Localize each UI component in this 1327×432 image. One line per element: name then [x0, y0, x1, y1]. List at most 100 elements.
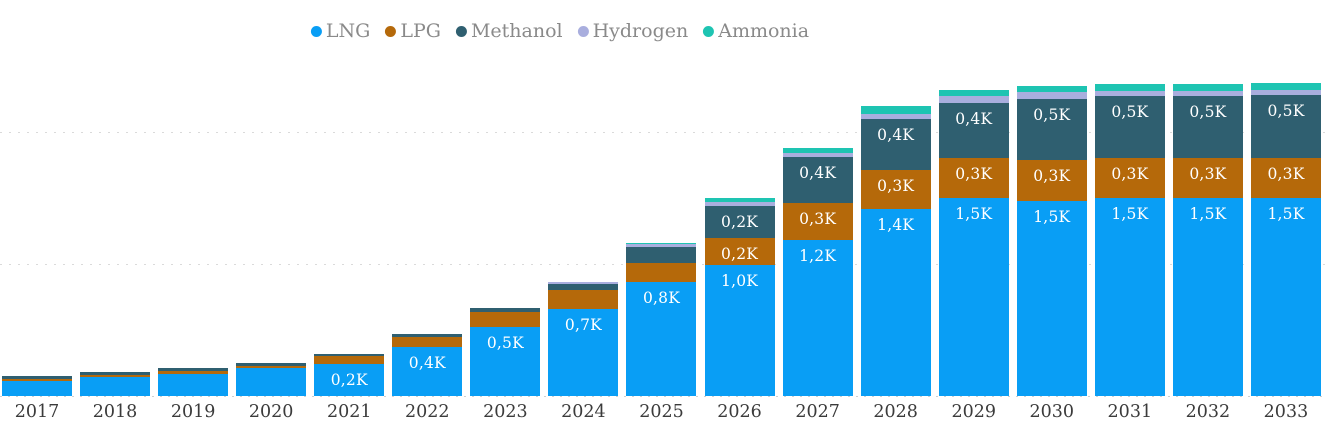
segment-lpg[interactable]: [314, 356, 385, 365]
segment-lng[interactable]: 1,5K: [1094, 197, 1165, 396]
segment-lpg[interactable]: [80, 374, 151, 378]
legend-item-ammonia[interactable]: Ammonia: [703, 20, 809, 42]
legend-item-lng[interactable]: LNG: [310, 20, 371, 42]
segment-hydrogen[interactable]: [938, 96, 1009, 103]
segment-hydrogen[interactable]: [626, 244, 697, 247]
segment-lpg[interactable]: 0,3K: [1172, 158, 1243, 198]
segment-methanol[interactable]: 0,5K: [1016, 98, 1087, 160]
segment-methanol[interactable]: [548, 283, 619, 291]
segment-lpg[interactable]: [392, 336, 463, 348]
segment-ammonia[interactable]: [1250, 83, 1321, 90]
segment-lpg[interactable]: 0,2K: [704, 237, 775, 266]
segment-methanol[interactable]: 0,4K: [938, 102, 1009, 159]
segment-lng[interactable]: 1,0K: [704, 265, 775, 396]
segment-hydrogen[interactable]: [1172, 91, 1243, 97]
bar-2020[interactable]: [236, 363, 307, 396]
bar-2033[interactable]: 0,5K 0,3K 1,5K: [1250, 83, 1321, 396]
segment-lpg[interactable]: [236, 365, 307, 369]
segment-lng[interactable]: 0,7K: [548, 308, 619, 396]
segment-lng[interactable]: 1,2K: [782, 240, 853, 396]
segment-lpg[interactable]: [626, 262, 697, 283]
segment-ammonia[interactable]: [1094, 84, 1165, 92]
segment-lng[interactable]: 1,5K: [938, 197, 1009, 396]
bar-2026[interactable]: 0,2K 0,2K 1,0K: [704, 198, 775, 396]
segment-lng[interactable]: 0,4K: [392, 347, 463, 396]
segment-ammonia[interactable]: [860, 105, 931, 114]
segment-ammonia[interactable]: [1172, 84, 1243, 92]
bar-2029[interactable]: 0,4K 0,3K 1,5K: [938, 89, 1009, 396]
bar-2025[interactable]: 0,8K: [626, 242, 697, 396]
legend-item-lpg[interactable]: LPG: [385, 20, 441, 42]
segment-ammonia[interactable]: [1016, 85, 1087, 93]
segment-ammonia[interactable]: [704, 198, 775, 202]
segment-value-label: 1,5K: [1267, 204, 1305, 223]
segment-lpg[interactable]: 0,3K: [938, 158, 1009, 198]
segment-methanol[interactable]: 0,4K: [860, 118, 931, 171]
legend-label: LNG: [325, 20, 371, 42]
bar-2021[interactable]: 0,2K: [314, 353, 385, 396]
segment-value-label: 1,2K: [799, 247, 837, 266]
segment-lng[interactable]: 1,4K: [860, 208, 931, 396]
segment-value-label: 0,5K: [486, 334, 524, 353]
segment-lpg[interactable]: [470, 311, 541, 328]
segment-methanol[interactable]: [236, 363, 307, 366]
legend-item-methanol[interactable]: Methanol: [455, 20, 563, 42]
segment-value-label: 0,2K: [721, 212, 759, 231]
segment-ammonia[interactable]: [626, 242, 697, 245]
segment-lng[interactable]: 1,5K: [1250, 197, 1321, 396]
bar-2027[interactable]: 0,4K 0,3K 1,2K: [782, 147, 853, 396]
segment-value-label: 0,2K: [330, 371, 368, 390]
segment-methanol[interactable]: 0,4K: [782, 157, 853, 204]
legend-item-hydrogen[interactable]: Hydrogen: [577, 20, 688, 42]
segment-value-label: 1,5K: [1033, 207, 1071, 226]
segment-lng[interactable]: 0,2K: [314, 364, 385, 396]
segment-hydrogen[interactable]: [1094, 91, 1165, 97]
segment-methanol[interactable]: 0,5K: [1172, 96, 1243, 159]
segment-methanol[interactable]: [2, 376, 72, 379]
segment-hydrogen[interactable]: [860, 113, 931, 119]
bar-2019[interactable]: [158, 368, 229, 396]
segment-methanol[interactable]: [470, 307, 541, 312]
segment-lpg[interactable]: 0,3K: [1016, 159, 1087, 201]
segment-lng[interactable]: [2, 381, 72, 396]
segment-lng[interactable]: 0,8K: [626, 282, 697, 396]
segment-lng[interactable]: 0,5K: [470, 327, 541, 396]
segment-methanol[interactable]: [314, 353, 385, 357]
bar-2032[interactable]: 0,5K 0,3K 1,5K: [1172, 84, 1243, 396]
segment-hydrogen[interactable]: [782, 153, 853, 158]
segment-hydrogen[interactable]: [704, 201, 775, 206]
bar-2028[interactable]: 0,4K 0,3K 1,4K: [860, 105, 931, 396]
segment-lng[interactable]: [236, 368, 307, 396]
segment-value-label: 0,4K: [408, 354, 446, 373]
bar-2031[interactable]: 0,5K 0,3K 1,5K: [1094, 84, 1165, 396]
segment-lng[interactable]: 1,5K: [1016, 200, 1087, 396]
segment-lpg[interactable]: [158, 370, 229, 374]
bar-2023[interactable]: 0,5K: [470, 307, 541, 396]
segment-hydrogen[interactable]: [1250, 89, 1321, 96]
segment-lng[interactable]: 1,5K: [1172, 197, 1243, 396]
segment-lng[interactable]: [158, 373, 229, 396]
segment-lng[interactable]: [80, 377, 151, 396]
bar-2030[interactable]: 0,5K 0,3K 1,5K: [1016, 85, 1087, 396]
segment-methanol[interactable]: [392, 333, 463, 337]
segment-lpg[interactable]: 0,3K: [1250, 158, 1321, 198]
segment-methanol[interactable]: 0,5K: [1250, 95, 1321, 159]
bar-2018[interactable]: [80, 372, 151, 396]
segment-ammonia[interactable]: [782, 147, 853, 154]
segment-methanol[interactable]: [626, 246, 697, 263]
segment-methanol[interactable]: [158, 368, 229, 371]
segment-hydrogen[interactable]: [548, 282, 619, 284]
segment-lpg[interactable]: 0,3K: [782, 203, 853, 241]
bar-2017[interactable]: [2, 376, 72, 396]
segment-lpg[interactable]: [548, 290, 619, 309]
bar-2024[interactable]: 0,7K: [548, 282, 619, 396]
segment-lpg[interactable]: 0,3K: [860, 170, 931, 209]
bar-2022[interactable]: 0,4K: [392, 333, 463, 396]
segment-methanol[interactable]: 0,5K: [1094, 96, 1165, 159]
segment-lpg[interactable]: 0,3K: [1094, 158, 1165, 198]
segment-ammonia[interactable]: [938, 89, 1009, 97]
segment-methanol[interactable]: [80, 372, 151, 375]
segment-hydrogen[interactable]: [1016, 92, 1087, 99]
segment-lpg[interactable]: [2, 378, 72, 382]
segment-methanol[interactable]: 0,2K: [704, 205, 775, 238]
